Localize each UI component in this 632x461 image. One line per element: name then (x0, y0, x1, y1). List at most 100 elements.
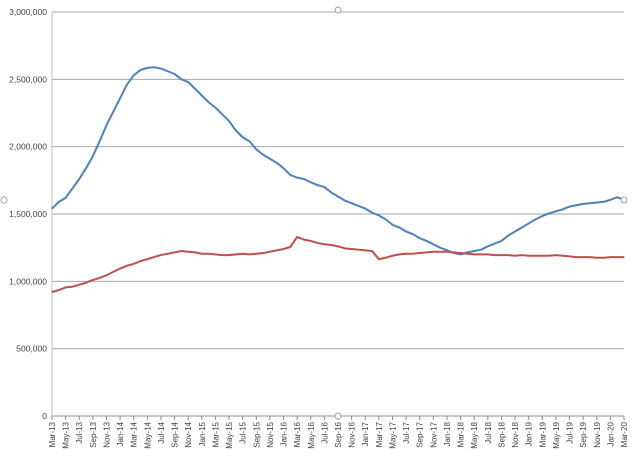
x-tick-label: Jul-13 (75, 421, 84, 443)
data-point (494, 243, 496, 245)
data-point (126, 265, 128, 267)
data-point (228, 254, 230, 256)
data-point (276, 162, 278, 164)
data-point (269, 158, 271, 160)
data-point (357, 249, 360, 251)
x-tick-label: May-13 (62, 421, 71, 448)
x-tick-label: Mar-13 (48, 421, 57, 447)
data-point (262, 252, 264, 254)
data-point (248, 140, 251, 142)
y-tick-label: 500,000 (16, 344, 47, 354)
x-tick-label: May-16 (307, 421, 316, 448)
data-point (65, 286, 67, 288)
data-point (78, 284, 80, 286)
data-point (521, 226, 523, 229)
data-point (555, 254, 557, 256)
data-point (528, 222, 530, 225)
data-point (146, 67, 148, 69)
data-point (487, 245, 489, 247)
data-point (71, 187, 74, 190)
x-tick-label: Jan-16 (280, 421, 289, 446)
data-point (575, 204, 577, 206)
x-tick-label: Nov-19 (593, 421, 602, 447)
x-tick-label: Jan-19 (525, 421, 534, 446)
data-point (609, 256, 611, 258)
series-line-2 (51, 235, 624, 294)
data-point (153, 66, 155, 68)
x-tick-label: Mar-14 (130, 421, 139, 447)
resize-handle[interactable] (620, 196, 628, 204)
data-point (139, 260, 142, 262)
data-point (51, 208, 53, 210)
data-point (85, 167, 87, 169)
data-point (167, 70, 169, 72)
x-tick-label: Jan-20 (606, 421, 615, 446)
x-tick-label: May-17 (388, 421, 397, 448)
data-point (562, 255, 564, 257)
y-tick-label: 1,000,000 (9, 276, 47, 286)
data-point (344, 199, 346, 202)
x-axis: Mar-13 May-13 Jul-13 Sep-13 Nov-13 Jan-14 Mar-… (48, 416, 629, 449)
data-point (242, 136, 244, 138)
data-point (78, 178, 80, 180)
data-point (269, 251, 271, 253)
data-point (310, 240, 312, 242)
resize-handle[interactable] (334, 412, 342, 420)
chart-selection-handles[interactable] (0, 6, 628, 420)
data-point (466, 253, 468, 255)
data-point (419, 252, 421, 254)
data-point (282, 167, 285, 169)
gridlines (51, 11, 624, 417)
x-tick-label: Mar-18 (457, 421, 466, 447)
data-point (439, 247, 441, 249)
data-point (371, 250, 373, 252)
data-point (351, 202, 353, 204)
data-point (126, 84, 128, 86)
resize-handle[interactable] (0, 196, 8, 204)
data-point (487, 253, 489, 255)
data-point (221, 254, 223, 256)
x-tick-label: Sep-18 (497, 421, 506, 447)
data-point (562, 208, 564, 210)
data-point (71, 286, 74, 288)
data-point (602, 201, 605, 203)
resize-handle[interactable] (334, 6, 342, 14)
data-point (378, 214, 380, 216)
x-tick-label: Jan-15 (198, 421, 207, 446)
data-point (153, 256, 155, 258)
data-point (262, 154, 264, 156)
data-point (385, 257, 387, 259)
data-point (391, 224, 394, 226)
data-point (555, 210, 557, 212)
x-tick-label: Nov-14 (184, 421, 193, 447)
series-line-1 (51, 66, 625, 256)
data-point (582, 256, 584, 258)
data-point (589, 202, 591, 204)
data-point (419, 237, 421, 239)
x-tick-label: Nov-13 (102, 421, 111, 447)
data-point (405, 253, 407, 255)
data-point (289, 246, 291, 248)
data-point (439, 251, 441, 253)
data-point (92, 155, 94, 157)
data-point (425, 240, 428, 242)
data-point (214, 107, 217, 109)
data-point (92, 279, 94, 281)
data-point (446, 251, 448, 253)
data-point (568, 205, 571, 208)
data-point (425, 251, 428, 253)
y-tick-label: 2,500,000 (9, 74, 47, 84)
data-point (616, 256, 618, 258)
x-tick-label: Sep-16 (334, 421, 343, 447)
data-point (296, 236, 298, 238)
x-tick-label: Sep-14 (171, 421, 180, 447)
data-point (534, 218, 537, 220)
data-point (51, 291, 53, 293)
data-point (235, 129, 237, 132)
data-point (146, 258, 148, 260)
data-point (357, 205, 360, 207)
data-point (289, 174, 291, 176)
data-point (105, 124, 108, 126)
data-point (133, 263, 135, 265)
